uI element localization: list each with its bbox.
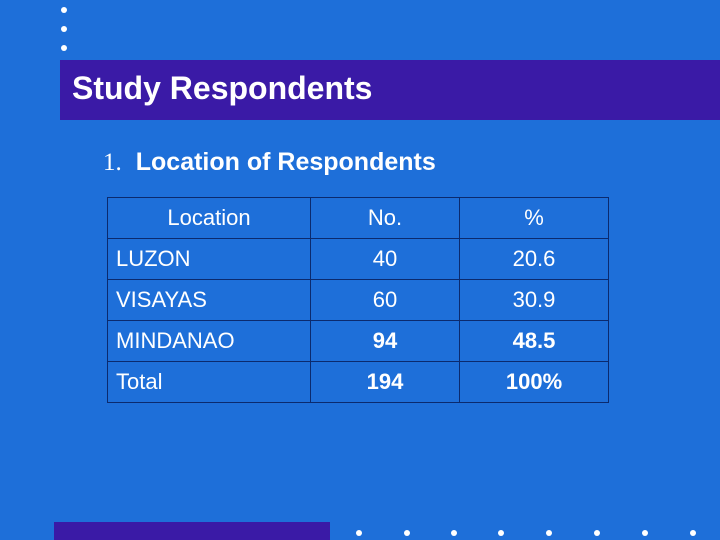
- bullet-dot: [546, 530, 552, 536]
- row-location: MINDANAO: [107, 320, 311, 362]
- bullet-dot: [451, 530, 457, 536]
- row-number: 60: [310, 279, 460, 321]
- row-percent: 20.6: [459, 238, 609, 280]
- bullet-dot: [61, 7, 67, 13]
- table-header-row: Location No. %: [107, 197, 609, 239]
- row-percent: 100%: [459, 361, 609, 403]
- bullet-dot: [61, 26, 67, 32]
- table-row: LUZON 40 20.6: [107, 238, 609, 280]
- bullet-dot: [498, 530, 504, 536]
- table-row-total: Total 194 100%: [107, 361, 609, 403]
- slide-title: Study Respondents: [72, 70, 373, 106]
- respondents-table: Location No. % LUZON 40 20.6 VISAYAS 60 …: [107, 197, 609, 403]
- header-number: No.: [310, 197, 460, 239]
- table-row: VISAYAS 60 30.9: [107, 279, 609, 321]
- header-location: Location: [107, 197, 311, 239]
- section-heading: 1. Location of Respondents: [103, 148, 436, 177]
- bullet-dot: [404, 530, 410, 536]
- bullet-dot: [642, 530, 648, 536]
- row-percent: 48.5: [459, 320, 609, 362]
- row-location: LUZON: [107, 238, 311, 280]
- header-percent: %: [459, 197, 609, 239]
- section-heading-text: Location of Respondents: [135, 148, 436, 176]
- table-row: MINDANAO 94 48.5: [107, 320, 609, 362]
- row-number: 40: [310, 238, 460, 280]
- row-number: 94: [310, 320, 460, 362]
- title-bar: Study Respondents: [60, 60, 720, 120]
- bullet-dot: [61, 45, 67, 51]
- footer-bar: [54, 522, 330, 540]
- row-number: 194: [310, 361, 460, 403]
- row-location: VISAYAS: [107, 279, 311, 321]
- section-number: 1.: [103, 149, 122, 176]
- bullet-dot: [356, 530, 362, 536]
- bullet-dot: [690, 530, 696, 536]
- row-location: Total: [107, 361, 311, 403]
- bullet-dot: [594, 530, 600, 536]
- row-percent: 30.9: [459, 279, 609, 321]
